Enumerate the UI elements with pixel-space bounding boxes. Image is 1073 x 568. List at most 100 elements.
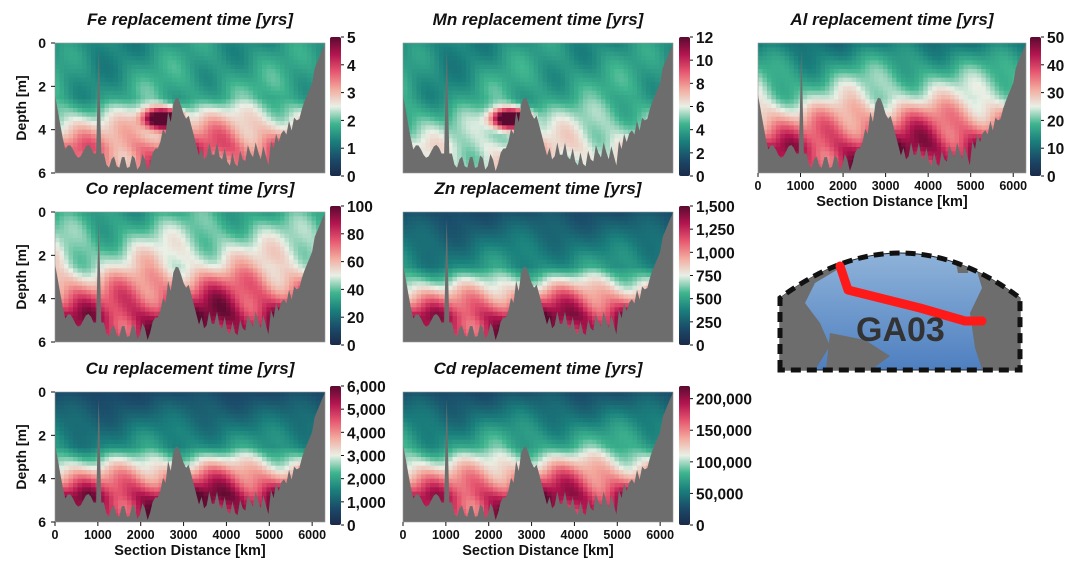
heatmap-cell — [105, 60, 110, 65]
heatmap-cell — [457, 108, 462, 113]
colorbar-tick-label: 2 — [347, 113, 356, 130]
heatmap-cell — [538, 117, 543, 122]
heatmap-cell — [105, 47, 110, 52]
heatmap-cell — [892, 112, 897, 117]
heatmap-cell — [838, 82, 843, 87]
heatmap-cell — [258, 147, 263, 152]
heatmap-cell — [222, 138, 227, 143]
heatmap-cell — [195, 56, 200, 61]
heatmap-cell — [163, 69, 168, 74]
heatmap-cell — [896, 69, 901, 74]
heatmap-cell — [186, 108, 191, 113]
heatmap-cell — [901, 47, 906, 52]
heatmap-cell — [78, 130, 83, 135]
heatmap-cell — [453, 43, 458, 48]
heatmap-cell — [597, 112, 602, 117]
heatmap-cell — [642, 82, 647, 87]
heatmap-cell — [69, 138, 74, 143]
heatmap-cell — [73, 78, 78, 83]
heatmap-cell — [905, 91, 910, 96]
heatmap-cell — [574, 147, 579, 152]
heatmap-cell — [923, 65, 928, 70]
heatmap-cell — [633, 86, 638, 91]
heatmap-cell — [132, 125, 137, 130]
heatmap-cell — [579, 104, 584, 109]
heatmap-cell — [919, 104, 924, 109]
heatmap-cell — [280, 117, 285, 122]
heatmap-cell — [235, 78, 240, 83]
heatmap-cell — [552, 125, 557, 130]
heatmap-cell — [240, 125, 245, 130]
heatmap-cell — [852, 108, 857, 113]
heatmap-cell — [502, 69, 507, 74]
heatmap-cell — [262, 47, 267, 52]
heatmap-cell — [412, 82, 417, 87]
heatmap-cell — [946, 117, 951, 122]
heatmap-cell — [136, 43, 141, 48]
heatmap-cell — [807, 117, 812, 122]
heatmap-cell — [412, 112, 417, 117]
heatmap-cell — [412, 52, 417, 57]
heatmap-cell — [847, 43, 852, 48]
heatmap-cell — [159, 121, 164, 126]
heatmap-cell — [69, 125, 74, 130]
heatmap-cell — [534, 99, 539, 104]
heatmap-cell — [570, 108, 575, 113]
heatmap-cell — [619, 112, 624, 117]
heatmap-cell — [118, 143, 123, 148]
heatmap-cell — [633, 56, 638, 61]
heatmap-cell — [794, 65, 799, 70]
heatmap-cell — [471, 52, 476, 57]
heatmap-cell — [457, 69, 462, 74]
heatmap-cell — [408, 86, 413, 91]
heatmap-cell — [276, 95, 281, 100]
heatmap-cell — [136, 69, 141, 74]
heatmap-cell — [843, 117, 848, 122]
heatmap-cell — [789, 138, 794, 143]
heatmap-cell — [870, 60, 875, 65]
heatmap-cell — [493, 65, 498, 70]
heatmap-cell — [267, 56, 272, 61]
heatmap-cell — [177, 73, 182, 78]
heatmap-cell — [941, 99, 946, 104]
heatmap-cell — [601, 82, 606, 87]
heatmap-cell — [502, 112, 507, 117]
heatmap-cell — [597, 60, 602, 65]
heatmap-cell — [448, 82, 453, 87]
heatmap-cell — [298, 52, 303, 57]
heatmap-cell — [204, 104, 209, 109]
heatmap-cell — [159, 86, 164, 91]
heatmap-cell — [937, 151, 942, 156]
heatmap-cell — [190, 52, 195, 57]
heatmap-cell — [186, 43, 191, 48]
heatmap-cell — [435, 86, 440, 91]
heatmap-cell — [60, 99, 65, 104]
heatmap-cell — [892, 65, 897, 70]
heatmap-cell — [109, 134, 114, 139]
heatmap-cell — [507, 104, 512, 109]
heatmap-cell — [150, 69, 155, 74]
heatmap-cell — [834, 104, 839, 109]
heatmap-cell — [421, 69, 426, 74]
heatmap-cell — [803, 108, 808, 113]
heatmap-cell — [883, 69, 888, 74]
heatmap-cell — [244, 117, 249, 122]
heatmap-cell — [910, 95, 915, 100]
heatmap-cell — [538, 112, 543, 117]
heatmap-cell — [91, 108, 96, 113]
heatmap-cell — [565, 78, 570, 83]
heatmap-cell — [561, 99, 566, 104]
heatmap-cell — [543, 86, 548, 91]
heatmap-cell — [253, 134, 258, 139]
heatmap-cell — [892, 73, 897, 78]
heatmap-cell — [574, 130, 579, 135]
heatmap-cell — [426, 130, 431, 135]
heatmap-cell — [217, 43, 222, 48]
heatmap-cell — [610, 91, 615, 96]
heatmap-cell — [457, 56, 462, 61]
heatmap-cell — [132, 112, 137, 117]
heatmap-cell — [307, 43, 312, 48]
heatmap-cell — [914, 117, 919, 122]
heatmap-cell — [195, 91, 200, 96]
heatmap-cell — [789, 134, 794, 139]
